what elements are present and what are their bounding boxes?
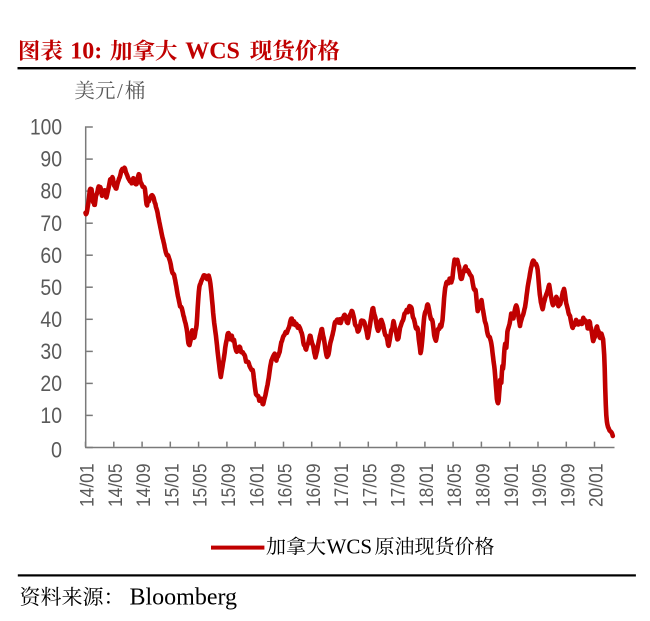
- svg-text:16/01: 16/01: [246, 464, 268, 508]
- svg-text:17/01: 17/01: [331, 464, 353, 508]
- svg-text:19/05: 19/05: [529, 463, 551, 507]
- svg-text:18/01: 18/01: [416, 464, 438, 508]
- svg-text:16/05: 16/05: [275, 463, 297, 507]
- svg-text:20: 20: [40, 371, 62, 396]
- svg-text:14/01: 14/01: [77, 464, 99, 508]
- svg-text:18/09: 18/09: [473, 464, 495, 508]
- svg-text:0: 0: [51, 438, 62, 463]
- svg-text:15/01: 15/01: [161, 464, 183, 508]
- svg-text:10:: 10:: [70, 39, 102, 65]
- svg-text:80: 80: [40, 179, 62, 204]
- svg-text:17/05: 17/05: [359, 463, 381, 507]
- svg-text:Bloomberg: Bloomberg: [130, 584, 238, 610]
- svg-text:10: 10: [40, 403, 62, 428]
- svg-text:90: 90: [40, 147, 62, 172]
- svg-text:50: 50: [40, 275, 62, 300]
- svg-text:19/01: 19/01: [501, 464, 523, 508]
- svg-text:30: 30: [40, 339, 62, 364]
- svg-text:16/09: 16/09: [303, 464, 325, 508]
- svg-text:WCS: WCS: [185, 39, 240, 65]
- svg-text:15/09: 15/09: [218, 464, 240, 508]
- svg-text:15/05: 15/05: [190, 463, 212, 507]
- svg-text:70: 70: [40, 211, 62, 236]
- svg-text:20/01: 20/01: [586, 464, 608, 508]
- svg-text:17/09: 17/09: [388, 464, 410, 508]
- svg-text:40: 40: [40, 307, 62, 332]
- svg-text:19/09: 19/09: [557, 464, 579, 508]
- svg-text:WCS: WCS: [327, 535, 373, 559]
- svg-text:14/05: 14/05: [105, 463, 127, 507]
- svg-text:18/05: 18/05: [444, 463, 466, 507]
- svg-text:100: 100: [30, 115, 62, 140]
- svg-text:60: 60: [40, 243, 62, 268]
- svg-text:/: /: [117, 79, 123, 103]
- svg-text:14/09: 14/09: [133, 464, 155, 508]
